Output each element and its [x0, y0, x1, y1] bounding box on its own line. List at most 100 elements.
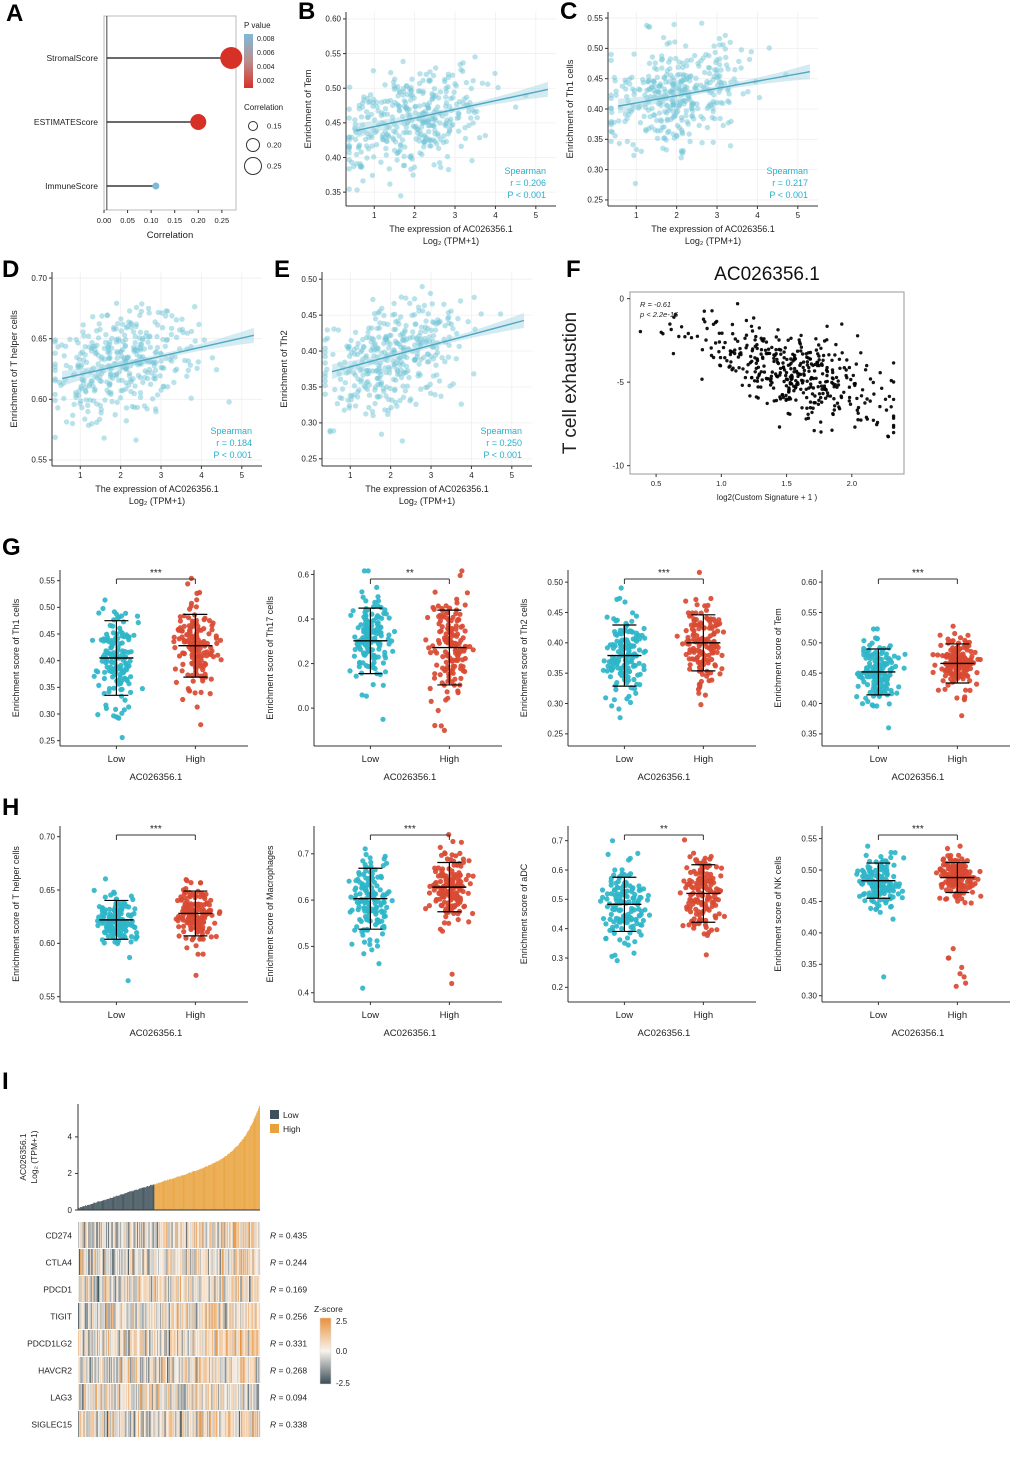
svg-text:0.25: 0.25	[547, 730, 563, 739]
svg-text:0.70: 0.70	[31, 274, 47, 283]
panel-e-scatter-th2: 0.25 0.30 0.35 0.40 0.45 0.50 1 2 3 4 5 Spearman r =…	[276, 264, 540, 518]
svg-text:P < 0.001: P < 0.001	[507, 190, 546, 200]
svg-text:0.50: 0.50	[801, 866, 817, 875]
svg-text:0.55: 0.55	[801, 834, 817, 843]
svg-text:Enrichment score of T helper c: Enrichment score of T helper cells	[11, 846, 21, 982]
svg-text:High: High	[186, 1010, 206, 1021]
panel-g1-jitter-th1-cells: *** 0.25 0.30 0.35 0.40 0.45 0.50 0.55 Low High AC…	[8, 554, 258, 800]
svg-text:Spearman: Spearman	[766, 166, 808, 176]
svg-text:0.7: 0.7	[552, 836, 564, 845]
panel-h4-jitter-nk-cells: *** 0.30 0.35 0.40 0.45 0.50 0.55 Low High AC0263…	[770, 810, 1020, 1056]
panel-h2-jitter-macrophages: *** 0.4 0.5 0.6 0.7 Low High AC026356.1 Enrichme…	[262, 810, 512, 1056]
svg-text:Log₂ (TPM+1): Log₂ (TPM+1)	[685, 236, 741, 246]
svg-text:0.15: 0.15	[167, 216, 182, 225]
svg-text:0.30: 0.30	[39, 710, 55, 719]
svg-text:0.05: 0.05	[120, 216, 135, 225]
svg-text:High: High	[694, 754, 714, 765]
panel-label-g: G	[2, 534, 21, 561]
svg-text:Enrichment of Th1 cells: Enrichment of Th1 cells	[565, 59, 576, 158]
svg-text:***: ***	[150, 568, 162, 579]
svg-text:1: 1	[348, 471, 353, 480]
svg-text:AC026356.1: AC026356.1	[129, 772, 182, 783]
svg-text:0.45: 0.45	[39, 630, 55, 639]
svg-text:0.45: 0.45	[547, 608, 563, 617]
svg-text:StromalScore: StromalScore	[47, 53, 99, 63]
svg-text:The expression of AC026356.1: The expression of AC026356.1	[365, 484, 489, 494]
svg-text:0.45: 0.45	[301, 311, 317, 320]
svg-text:Log₂ (TPM+1): Log₂ (TPM+1)	[129, 496, 185, 506]
svg-text:0.10: 0.10	[144, 216, 159, 225]
panel-label-f: F	[566, 256, 581, 283]
svg-text:0.006: 0.006	[257, 50, 275, 57]
panel-label-b: B	[298, 0, 316, 25]
svg-text:0.7: 0.7	[298, 850, 310, 859]
svg-text:4: 4	[199, 471, 204, 480]
svg-text:0.004: 0.004	[257, 64, 275, 71]
svg-text:0.5: 0.5	[651, 479, 661, 488]
svg-text:0.30: 0.30	[547, 699, 563, 708]
svg-text:P < 0.001: P < 0.001	[213, 450, 252, 460]
svg-text:0.50: 0.50	[39, 603, 55, 612]
svg-text:5: 5	[510, 471, 515, 480]
svg-text:0.5: 0.5	[298, 942, 310, 951]
svg-text:0.25: 0.25	[215, 216, 230, 225]
panel-h3-jitter-adc: ** 0.2 0.3 0.4 0.5 0.6 0.7 Low High AC026356.1 Enr…	[516, 810, 766, 1056]
svg-text:0.35: 0.35	[325, 188, 341, 197]
svg-text:AC026356.1: AC026356.1	[714, 264, 820, 285]
svg-text:0.50: 0.50	[301, 275, 317, 284]
svg-text:Low: Low	[108, 754, 126, 765]
svg-text:0.35: 0.35	[801, 730, 817, 739]
svg-text:Low: Low	[870, 754, 888, 765]
svg-text:0.60: 0.60	[325, 15, 341, 24]
panel-label-h: H	[2, 794, 20, 821]
panel-g2-jitter-th17-cells: ** 0.0 0.2 0.4 0.6 Low High AC026356.1 Enrichmen…	[262, 554, 512, 800]
svg-text:**: **	[406, 568, 414, 579]
panel-c-scatter-th1-cells: 0.25 0.30 0.35 0.40 0.45 0.50 0.55 1 2 3 4 5 Spearma…	[562, 4, 826, 258]
svg-text:5: 5	[796, 211, 801, 220]
svg-text:5: 5	[240, 471, 245, 480]
svg-text:Correlation: Correlation	[244, 103, 283, 112]
svg-text:Low: Low	[616, 1010, 634, 1021]
svg-text:0.60: 0.60	[31, 395, 47, 404]
svg-text:High: High	[440, 754, 460, 765]
svg-text:The expression of AC026356.1: The expression of AC026356.1	[389, 224, 513, 234]
svg-text:0.6: 0.6	[298, 570, 310, 579]
svg-text:0.008: 0.008	[257, 36, 275, 43]
panel-h1-jitter-t-helper-cells: *** 0.55 0.60 0.65 0.70 Low High AC026356.1 Enri…	[8, 810, 258, 1056]
svg-text:4: 4	[755, 211, 760, 220]
svg-text:0.25: 0.25	[39, 736, 55, 745]
svg-text:0.60: 0.60	[39, 939, 55, 948]
svg-text:0.6: 0.6	[552, 866, 564, 875]
svg-text:0.30: 0.30	[587, 165, 603, 174]
svg-text:AC026356.1: AC026356.1	[891, 1028, 944, 1039]
svg-text:The expression of AC026356.1: The expression of AC026356.1	[95, 484, 219, 494]
svg-text:ESTIMATEScore: ESTIMATEScore	[34, 117, 98, 127]
svg-text:Log₂ (TPM+1): Log₂ (TPM+1)	[399, 496, 455, 506]
svg-text:AC026356.1: AC026356.1	[383, 772, 436, 783]
panel-b-scatter-tem: 0.35 0.40 0.45 0.50 0.55 0.60 1 2 3 4 5 Spearman r =…	[300, 4, 564, 258]
svg-text:0.65: 0.65	[39, 886, 55, 895]
svg-text:0.0: 0.0	[298, 704, 310, 713]
panel-g3-jitter-th2-cells: *** 0.25 0.30 0.35 0.40 0.45 0.50 Low High AC0263…	[516, 554, 766, 800]
svg-text:0.70: 0.70	[39, 832, 55, 841]
svg-text:Enrichment of T helper cells: Enrichment of T helper cells	[9, 310, 20, 428]
svg-text:Enrichment score of Macrophage: Enrichment score of Macrophages	[265, 845, 275, 983]
svg-text:The expression of AC026356.1: The expression of AC026356.1	[651, 224, 775, 234]
svg-text:0.25: 0.25	[587, 196, 603, 205]
svg-text:0.60: 0.60	[801, 578, 817, 587]
svg-text:P < 0.001: P < 0.001	[769, 190, 808, 200]
svg-text:4: 4	[493, 211, 498, 220]
svg-text:ImmuneScore: ImmuneScore	[45, 181, 98, 191]
svg-text:r = 0.206: r = 0.206	[510, 178, 546, 188]
svg-text:1: 1	[634, 211, 639, 220]
svg-text:0.3: 0.3	[552, 954, 564, 963]
svg-text:0.45: 0.45	[801, 897, 817, 906]
panel-label-e: E	[274, 256, 291, 283]
svg-text:0.40: 0.40	[547, 639, 563, 648]
panel-label-a: A	[6, 0, 24, 27]
svg-text:Spearman: Spearman	[210, 426, 252, 436]
svg-text:Enrichment score of aDC: Enrichment score of aDC	[519, 863, 529, 964]
svg-text:0.50: 0.50	[547, 578, 563, 587]
svg-text:0.55: 0.55	[31, 456, 47, 465]
